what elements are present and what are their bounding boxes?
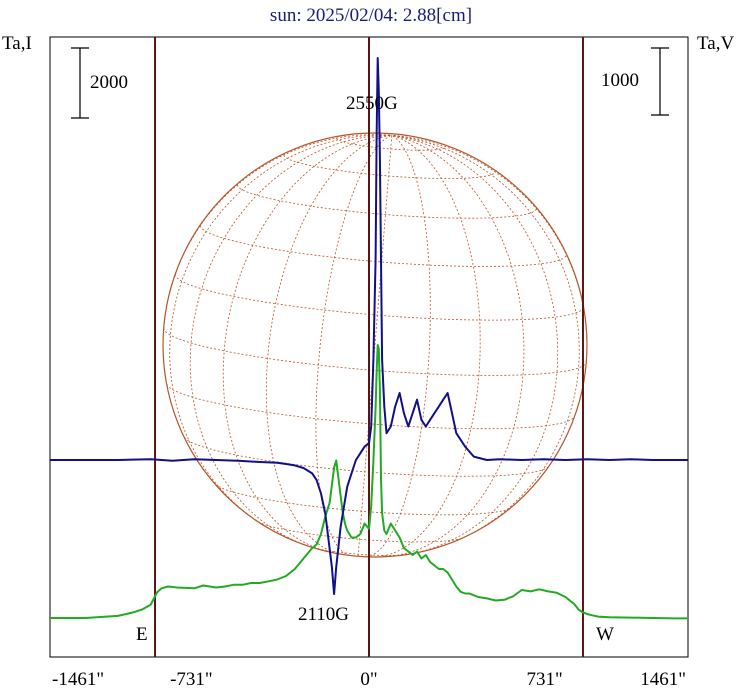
disk-longitude-line [357, 135, 393, 557]
disk-latitude-line [166, 384, 575, 430]
x-tick-label: -1461" [52, 669, 104, 690]
right-scale-bar [651, 47, 669, 116]
left-scale-bar [71, 47, 89, 119]
right-scale-bar-label: 1000 [601, 70, 639, 91]
disk-longitude-line [389, 134, 525, 557]
limb-markers [154, 37, 584, 657]
series-ta-v-line [50, 57, 688, 595]
x-tick-label: 0" [360, 669, 377, 690]
disk-latitude-line [200, 225, 567, 267]
series-lines [50, 57, 688, 620]
solar-disk [162, 132, 588, 558]
disk-latitude-line [283, 154, 496, 179]
x-tick-label: -731" [170, 669, 213, 690]
disk-latitude-line [184, 437, 549, 477]
disk-latitude-line [163, 328, 587, 376]
disk-longitude-line [222, 134, 392, 552]
disk-latitude-line [174, 274, 584, 321]
x-tick-label: 731" [526, 669, 562, 690]
disk-longitude-line [391, 134, 588, 362]
x-tick-label: 1461" [640, 669, 686, 690]
disk-latitude-line [257, 521, 463, 543]
disk-latitude-line [237, 184, 537, 219]
disk-longitude-line [189, 134, 392, 548]
disk-longitude-line [163, 134, 392, 329]
right-axis-label: Ta,V [697, 33, 734, 54]
x-axis-ticks: -1461" -731" 0" 731" 1461" [52, 669, 686, 690]
disk-limb [162, 132, 588, 558]
disk-longitude-line [391, 134, 580, 543]
left-axis-label: Ta,I [2, 33, 32, 54]
chart-title: sun: 2025/02/04: 2.88[cm] [270, 5, 472, 26]
disk-longitude-line [374, 134, 481, 558]
left-scale-bar-label: 2000 [90, 72, 128, 93]
west-label: W [596, 624, 614, 645]
east-label: E [136, 624, 148, 645]
annotation-max-field: 2550G [346, 93, 398, 114]
annotation-min-field: 2110G [298, 604, 349, 625]
disk-longitude-line [169, 134, 392, 528]
series-ta-i-line [50, 344, 688, 620]
disk-longitude-line [391, 134, 559, 556]
disk-longitude-line [265, 134, 392, 555]
